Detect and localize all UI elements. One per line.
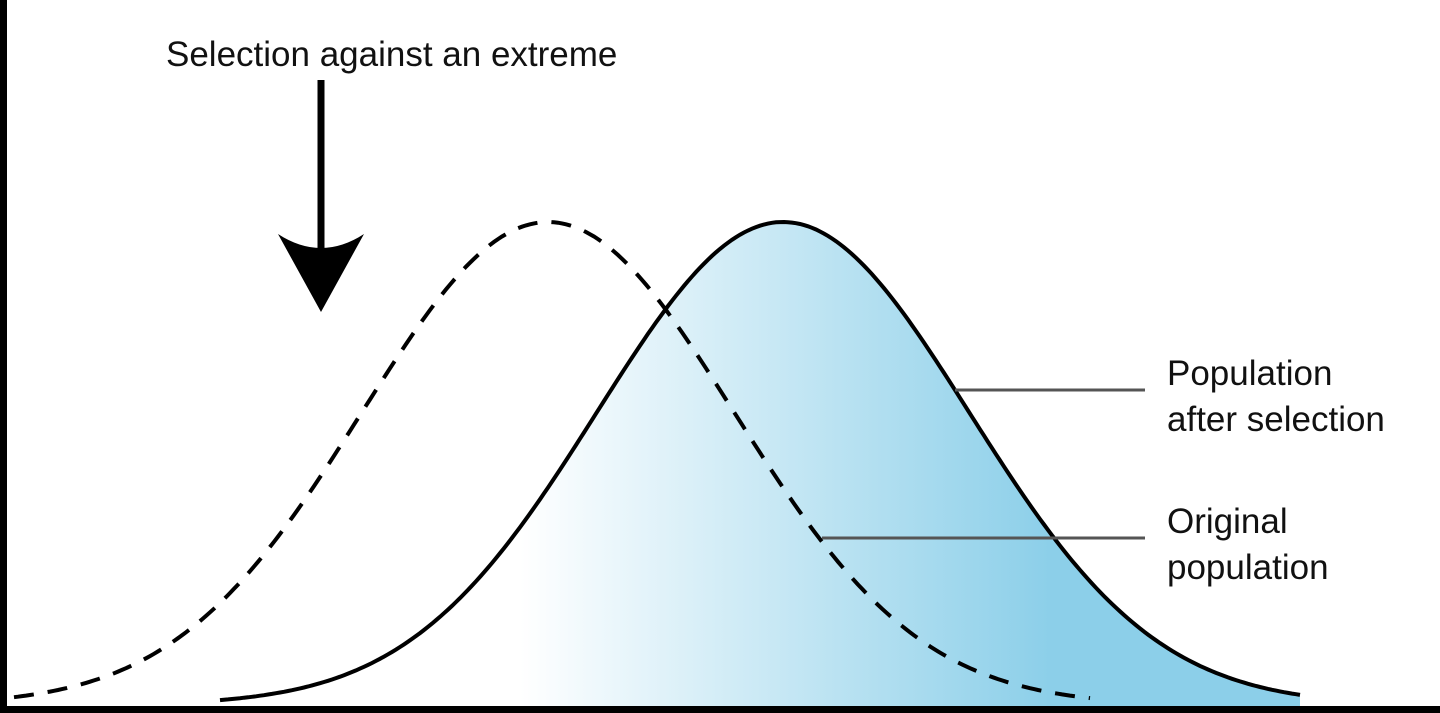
after-selection-label-line1: Population: [1167, 354, 1333, 393]
population-after-selection-curve: [219, 219, 1301, 703]
population-after-selection-fill: [220, 222, 1300, 706]
diagram-title: Selection against an extreme: [166, 35, 618, 74]
original-population-curve: [13, 220, 1091, 701]
original-population-label-line2: population: [1167, 548, 1329, 587]
after-selection-label-line2: after selection: [1167, 400, 1385, 439]
original-population-label-line1: Original: [1167, 502, 1288, 541]
selection-arrow-icon: [278, 80, 364, 312]
